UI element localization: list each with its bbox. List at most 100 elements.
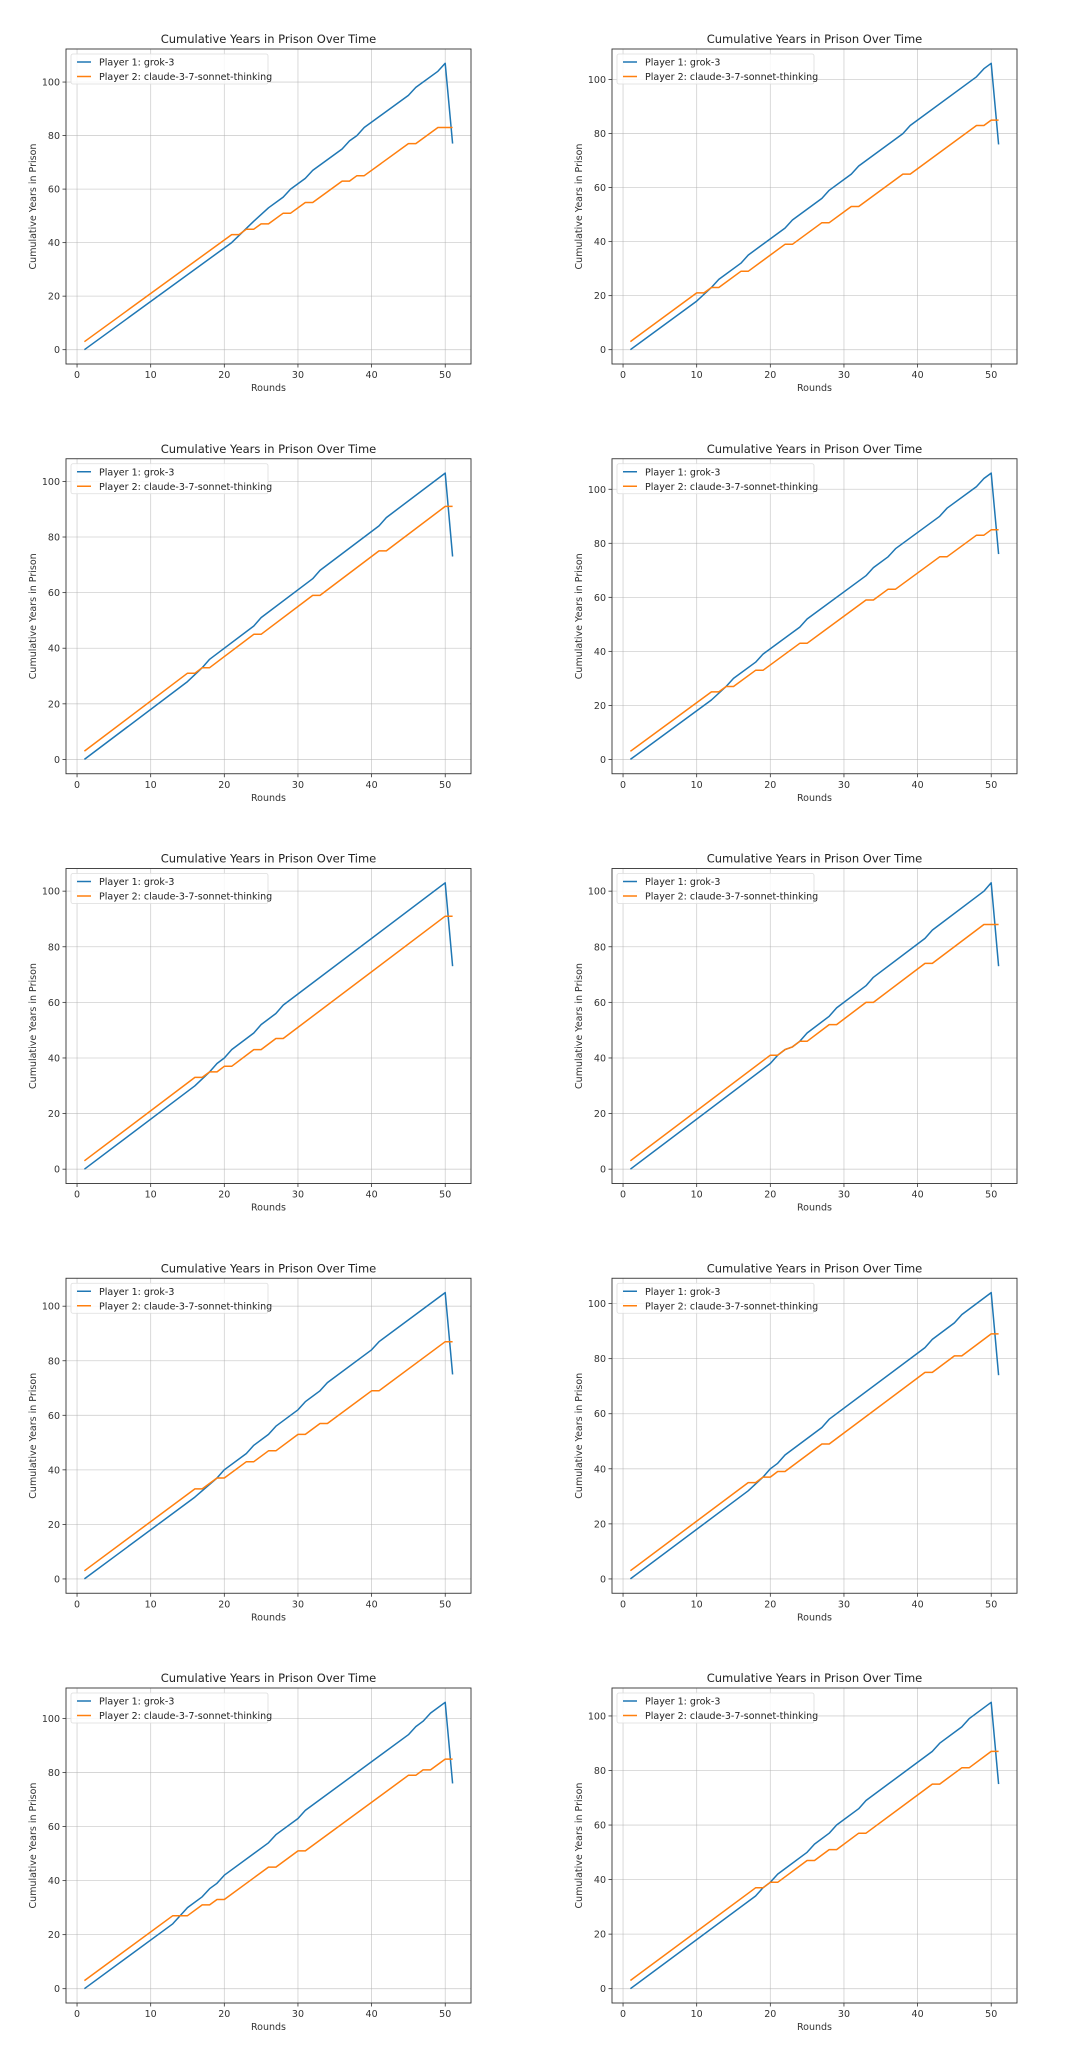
- series-line-player-1: [629, 1701, 1000, 1990]
- chart-panel-7: 0 10 20 30 40 50 0 20 40 60 80 100 Cumulative Years …: [28, 1261, 472, 1623]
- x-tick-label: 20: [764, 1190, 776, 1201]
- x-tick-label: 10: [145, 370, 157, 381]
- y-tick-label: 0: [600, 1165, 606, 1176]
- x-tick-label: 50: [985, 780, 997, 791]
- x-tick-label: 40: [366, 370, 378, 381]
- x-tick-label: 50: [985, 2009, 997, 2020]
- y-tick-label: 80: [48, 1356, 60, 1367]
- x-tick-label: 20: [764, 370, 776, 381]
- y-tick-label: 0: [600, 345, 606, 356]
- series-line-player-2: [83, 1340, 453, 1572]
- x-tick-label: 10: [691, 2009, 703, 2020]
- x-axis-label: Rounds: [797, 2022, 832, 2033]
- legend-box: [616, 1282, 815, 1314]
- y-tick-label: 60: [594, 183, 606, 194]
- axes-frame: [611, 1277, 1018, 1594]
- y-tick-label: 20: [48, 1109, 60, 1120]
- x-tick-label: 40: [366, 1599, 378, 1610]
- legend: Player 1: grok-3 Player 2: claude-3-7-son…: [616, 463, 818, 495]
- chart-panel-3: 0 10 20 30 40 50 0 20 40 60 80 100 Cumulative Years …: [28, 442, 472, 804]
- legend: Player 1: grok-3 Player 2: claude-3-7-son…: [616, 1282, 818, 1314]
- chart-panel-6: 0 10 20 30 40 50 0 20 40 60 80 100 Cumulative Years …: [574, 852, 1018, 1214]
- x-tick-label: 20: [218, 1190, 230, 1201]
- y-tick-label: 80: [594, 1354, 606, 1365]
- legend-entry: Player 2: claude-3-7-sonnet-thinking: [99, 482, 272, 493]
- axes-frame: [611, 48, 1018, 365]
- legend-entry: Player 2: claude-3-7-sonnet-thinking: [645, 1301, 818, 1312]
- y-tick-label: 20: [594, 1930, 606, 1941]
- x-tick-label: 0: [74, 2009, 80, 2020]
- y-tick-label: 20: [48, 1930, 60, 1941]
- y-tick-label: 60: [594, 1409, 606, 1420]
- legend-entry: Player 2: claude-3-7-sonnet-thinking: [99, 72, 272, 83]
- x-tick-label: 50: [985, 1599, 997, 1610]
- y-tick-label: 40: [48, 644, 60, 655]
- chart-title: Cumulative Years in Prison Over Time: [161, 442, 377, 456]
- axes-frame: [65, 458, 472, 775]
- y-tick-label: 60: [48, 998, 60, 1009]
- legend-entry: Player 2: claude-3-7-sonnet-thinking: [99, 892, 272, 903]
- y-tick-label: 100: [588, 887, 606, 898]
- x-tick-label: 0: [620, 2009, 626, 2020]
- x-tick-label: 10: [691, 780, 703, 791]
- y-tick-label: 80: [594, 539, 606, 550]
- y-tick-label: 60: [594, 1821, 606, 1832]
- y-tick-label: 100: [588, 75, 606, 86]
- y-tick-label: 40: [594, 237, 606, 248]
- legend-entry: Player 2: claude-3-7-sonnet-thinking: [645, 892, 818, 903]
- y-tick-label: 60: [48, 588, 60, 599]
- legend-entry: Player 2: claude-3-7-sonnet-thinking: [645, 1711, 818, 1722]
- y-tick-label: 100: [588, 1711, 606, 1722]
- x-tick-label: 20: [218, 370, 230, 381]
- y-tick-label: 0: [54, 1165, 60, 1176]
- y-tick-label: 0: [600, 1984, 606, 1995]
- chart-panel-9: 0 10 20 30 40 50 0 20 40 60 80 100 Cumulative Years …: [28, 1671, 472, 2033]
- y-tick-label: 20: [48, 699, 60, 710]
- legend-entry: Player 1: grok-3: [645, 58, 720, 69]
- y-tick-label: 60: [594, 998, 606, 1009]
- chart-title: Cumulative Years in Prison Over Time: [707, 852, 923, 866]
- series-line-player-2: [629, 923, 999, 1162]
- chart-panel-10: 0 10 20 30 40 50 0 20 40 60 80 100 Cumulative Years …: [574, 1671, 1018, 2033]
- x-axis-label: Rounds: [797, 1203, 832, 1214]
- x-tick-label: 30: [292, 370, 304, 381]
- chart-title: Cumulative Years in Prison Over Time: [161, 1261, 377, 1275]
- x-tick-label: 30: [838, 1190, 850, 1201]
- legend-box: [70, 53, 269, 85]
- y-axis-label: Cumulative Years in Prison: [28, 1783, 39, 1909]
- y-tick-label: 40: [48, 1465, 60, 1476]
- series-line-player-1: [83, 882, 454, 1170]
- y-tick-label: 0: [54, 755, 60, 766]
- x-tick-label: 10: [691, 1190, 703, 1201]
- x-tick-label: 20: [218, 2009, 230, 2020]
- legend-box: [616, 463, 815, 495]
- y-tick-label: 80: [594, 129, 606, 140]
- y-tick-label: 80: [594, 1766, 606, 1777]
- legend-box: [616, 53, 815, 85]
- x-tick-label: 30: [292, 1599, 304, 1610]
- x-tick-label: 10: [145, 780, 157, 791]
- axes-frame: [611, 1687, 1018, 2004]
- x-tick-label: 20: [764, 2009, 776, 2020]
- chart-panel-5: 0 10 20 30 40 50 0 20 40 60 80 100 Cumulative Years …: [28, 852, 472, 1214]
- series-line-player-1: [629, 472, 1000, 761]
- chart-panel-8: 0 10 20 30 40 50 0 20 40 60 80 100 Cumulative Years …: [574, 1261, 1018, 1623]
- y-tick-label: 80: [594, 942, 606, 953]
- y-axis-label: Cumulative Years in Prison: [574, 1373, 585, 1499]
- x-axis-label: Rounds: [251, 1203, 286, 1214]
- x-axis-label: Rounds: [797, 793, 832, 804]
- x-tick-label: 0: [74, 780, 80, 791]
- legend-entry: Player 1: grok-3: [99, 1287, 174, 1298]
- legend: Player 1: grok-3 Player 2: claude-3-7-son…: [70, 463, 272, 495]
- series-line-player-2: [83, 1758, 453, 1982]
- y-tick-label: 60: [48, 185, 60, 196]
- x-tick-label: 20: [764, 780, 776, 791]
- y-tick-label: 20: [594, 1519, 606, 1530]
- y-tick-label: 40: [48, 1053, 60, 1064]
- y-tick-label: 100: [42, 887, 60, 898]
- legend: Player 1: grok-3 Player 2: claude-3-7-son…: [616, 873, 818, 904]
- x-tick-label: 0: [620, 1190, 626, 1201]
- series-line-player-1: [83, 1701, 454, 1990]
- x-axis-label: Rounds: [251, 383, 286, 394]
- axes-frame: [65, 1687, 472, 2004]
